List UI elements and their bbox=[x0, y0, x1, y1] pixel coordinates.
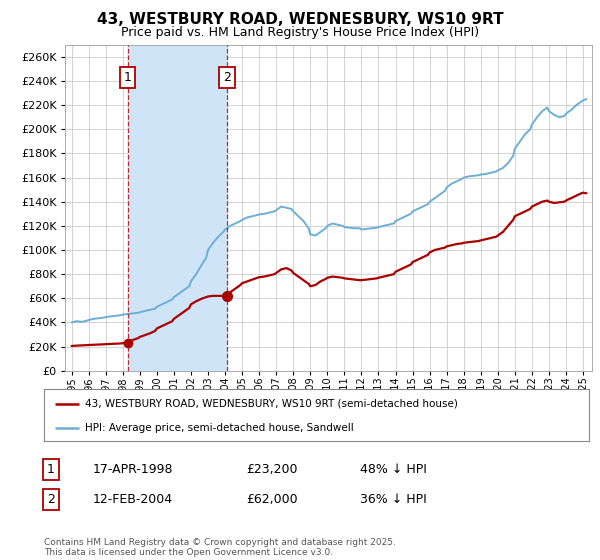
Text: 1: 1 bbox=[47, 463, 55, 477]
Text: £62,000: £62,000 bbox=[246, 493, 298, 506]
Text: 43, WESTBURY ROAD, WEDNESBURY, WS10 9RT (semi-detached house): 43, WESTBURY ROAD, WEDNESBURY, WS10 9RT … bbox=[85, 399, 458, 409]
Text: Contains HM Land Registry data © Crown copyright and database right 2025.
This d: Contains HM Land Registry data © Crown c… bbox=[44, 538, 395, 557]
Bar bbox=[128, 45, 227, 371]
Text: 17-APR-1998: 17-APR-1998 bbox=[93, 463, 173, 477]
Text: 1: 1 bbox=[124, 71, 131, 84]
Text: £23,200: £23,200 bbox=[246, 463, 298, 477]
Text: 2: 2 bbox=[47, 493, 55, 506]
Text: 12-FEB-2004: 12-FEB-2004 bbox=[93, 493, 173, 506]
Text: HPI: Average price, semi-detached house, Sandwell: HPI: Average price, semi-detached house,… bbox=[85, 423, 353, 433]
Text: 48% ↓ HPI: 48% ↓ HPI bbox=[360, 463, 427, 477]
Text: 43, WESTBURY ROAD, WEDNESBURY, WS10 9RT: 43, WESTBURY ROAD, WEDNESBURY, WS10 9RT bbox=[97, 12, 503, 27]
Text: Price paid vs. HM Land Registry's House Price Index (HPI): Price paid vs. HM Land Registry's House … bbox=[121, 26, 479, 39]
Text: 36% ↓ HPI: 36% ↓ HPI bbox=[360, 493, 427, 506]
Text: 2: 2 bbox=[223, 71, 231, 84]
